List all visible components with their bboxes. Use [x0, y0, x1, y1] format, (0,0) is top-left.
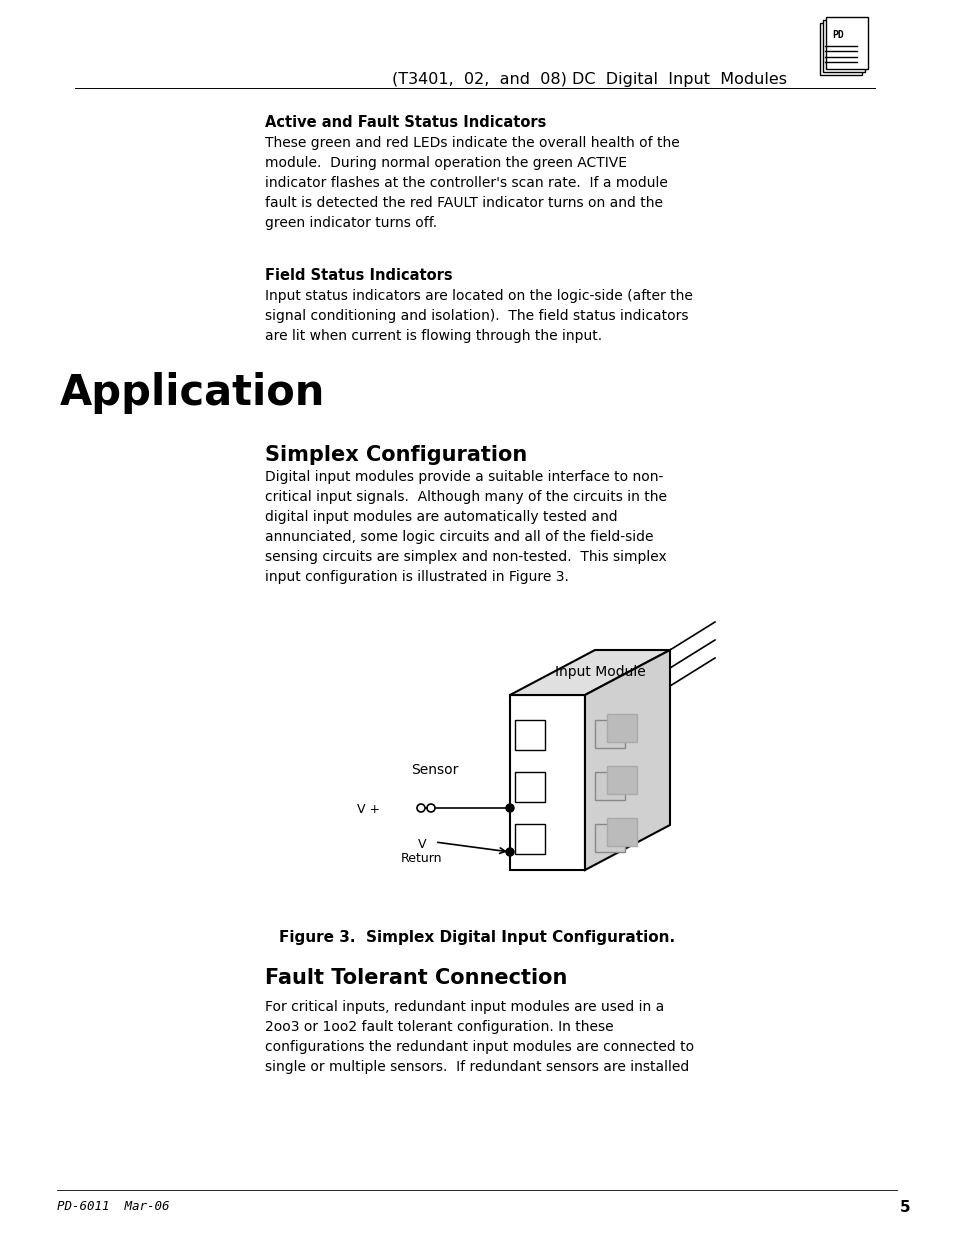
- Bar: [595, 720, 624, 748]
- Text: V
Return: V Return: [401, 839, 442, 864]
- Bar: [595, 824, 624, 852]
- Bar: [595, 772, 624, 800]
- Text: Active and Fault Status Indicators: Active and Fault Status Indicators: [265, 115, 546, 130]
- Text: 5: 5: [899, 1200, 910, 1215]
- Text: For critical inputs, redundant input modules are used in a
2oo3 or 1oo2 fault to: For critical inputs, redundant input mod…: [265, 1000, 694, 1074]
- Text: Input Module: Input Module: [554, 664, 644, 679]
- Bar: [820, 23, 862, 75]
- Bar: [606, 714, 637, 742]
- Text: PD: PD: [831, 30, 842, 40]
- Polygon shape: [510, 650, 669, 695]
- Circle shape: [505, 848, 514, 856]
- Text: Field Status Indicators: Field Status Indicators: [265, 268, 452, 283]
- Text: Figure 3.  Simplex Digital Input Configuration.: Figure 3. Simplex Digital Input Configur…: [278, 930, 675, 945]
- Polygon shape: [510, 695, 584, 869]
- Text: Sensor: Sensor: [411, 763, 458, 777]
- Bar: [825, 17, 867, 69]
- Text: Input status indicators are located on the logic-side (after the
signal conditio: Input status indicators are located on t…: [265, 289, 692, 343]
- Bar: [822, 20, 864, 72]
- Text: V +: V +: [356, 803, 379, 816]
- Text: Digital input modules provide a suitable interface to non-
critical input signal: Digital input modules provide a suitable…: [265, 471, 666, 584]
- Polygon shape: [584, 650, 669, 869]
- Text: Fault Tolerant Connection: Fault Tolerant Connection: [265, 968, 567, 988]
- Text: PD-6011  Mar-06: PD-6011 Mar-06: [57, 1200, 170, 1213]
- Bar: [515, 824, 544, 853]
- Bar: [606, 766, 637, 794]
- Circle shape: [427, 804, 435, 811]
- Circle shape: [505, 804, 514, 811]
- Bar: [606, 818, 637, 846]
- Bar: [515, 772, 544, 802]
- Text: These green and red LEDs indicate the overall health of the
module.  During norm: These green and red LEDs indicate the ov…: [265, 136, 679, 230]
- Text: Simplex Configuration: Simplex Configuration: [265, 445, 527, 466]
- Text: (T3401,  02,  and  08) DC  Digital  Input  Modules: (T3401, 02, and 08) DC Digital Input Mod…: [392, 72, 786, 86]
- Text: Application: Application: [60, 372, 325, 414]
- Bar: [515, 720, 544, 750]
- Circle shape: [416, 804, 424, 811]
